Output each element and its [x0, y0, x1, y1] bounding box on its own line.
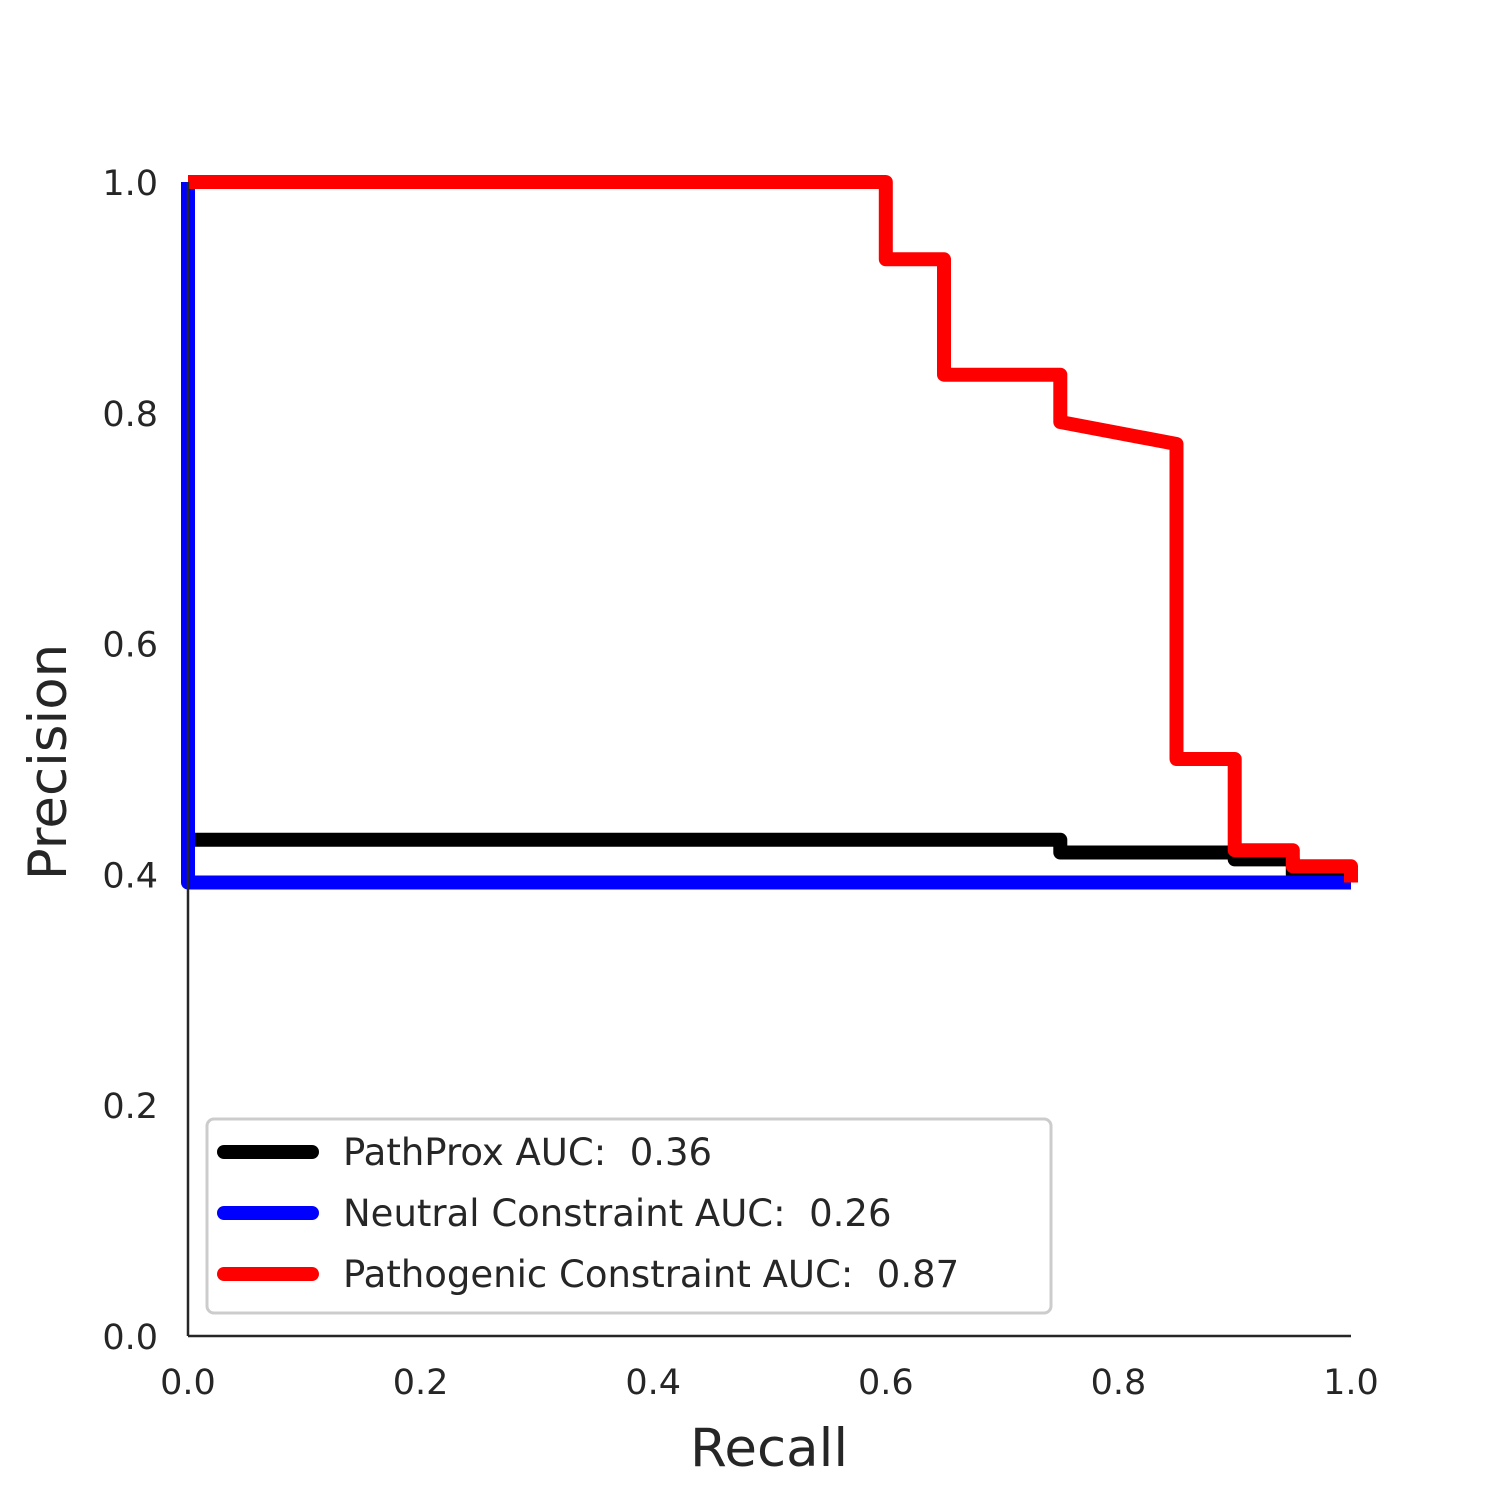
y-tick-label: 0.2: [102, 1087, 158, 1127]
y-axis-title: Precision: [18, 644, 79, 880]
x-tick-label: 0.4: [625, 1363, 681, 1403]
x-axis-title: Recall: [690, 1418, 848, 1479]
x-tick-label: 0.0: [160, 1363, 216, 1403]
x-tick-label: 1.0: [1323, 1363, 1379, 1403]
legend-label: PathProx AUC: 0.36: [343, 1131, 712, 1174]
legend-items: PathProx AUC: 0.36 Neutral Constraint AUC…: [217, 1131, 959, 1296]
y-tick-label: 1.0: [102, 164, 158, 204]
series-line-3: [188, 175, 1358, 883]
y-tick-label: 0.4: [102, 856, 158, 896]
x-tick-label: 0.6: [858, 1363, 914, 1403]
x-tick-label: 0.8: [1091, 1363, 1147, 1403]
y-tick-label: 0.6: [102, 626, 158, 666]
y-tick-label: 0.0: [102, 1318, 158, 1358]
legend-label: Pathogenic Constraint AUC: 0.87: [343, 1253, 959, 1296]
tick-layer: 0.0 0.2 0.4 0.6 0.8 1.0 0.0 0.2 0.4 0.6 0.8 1.0: [102, 164, 1379, 1403]
legend: PathProx AUC: 0.36 Neutral Constraint AUC…: [205, 1117, 1053, 1315]
legend-frame: [205, 1117, 1053, 1315]
x-tick-label: 0.2: [393, 1363, 449, 1403]
legend-label: Neutral Constraint AUC: 0.26: [343, 1192, 892, 1235]
y-tick-label: 0.8: [102, 395, 158, 435]
